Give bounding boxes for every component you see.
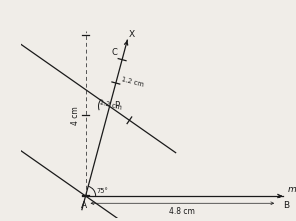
- Text: 75°: 75°: [97, 188, 109, 194]
- Text: B: B: [283, 201, 289, 210]
- Text: X: X: [129, 30, 135, 38]
- Text: 1.2 cm: 1.2 cm: [121, 76, 144, 88]
- Text: A: A: [81, 201, 87, 210]
- Text: P: P: [115, 101, 120, 110]
- Text: 4 cm: 4 cm: [70, 106, 80, 125]
- Text: m: m: [287, 185, 296, 194]
- Text: 4.8 cm: 4.8 cm: [169, 207, 195, 216]
- Text: C: C: [111, 48, 117, 57]
- Text: 1.2 cm: 1.2 cm: [99, 99, 122, 111]
